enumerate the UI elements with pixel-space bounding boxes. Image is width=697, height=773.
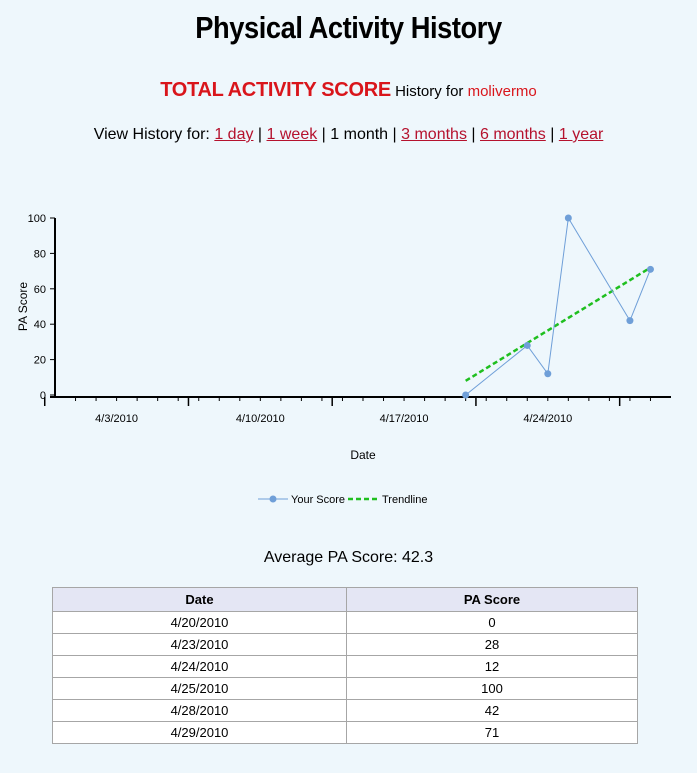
score-point xyxy=(544,370,552,378)
cell-pa-score: 12 xyxy=(346,655,638,678)
cell-pa-score: 71 xyxy=(346,721,638,744)
username: molivermo xyxy=(467,83,537,100)
x-axis-label: Date xyxy=(350,448,376,462)
y-tick-label: 60 xyxy=(34,284,46,296)
period-1-month: 1 month xyxy=(330,126,389,143)
activity-chart: 0 20 40 60 80 100 4/3/2010 4/10/2010 4/17/2010 4/… xyxy=(0,200,697,530)
legend-score-marker xyxy=(269,495,277,503)
trendline xyxy=(465,266,652,382)
table-header-row: Date PA Score xyxy=(52,587,638,612)
history-for-label: History for xyxy=(395,83,464,100)
cell-pa-score: 100 xyxy=(346,677,638,700)
cell-date: 4/25/2010 xyxy=(52,677,347,700)
table-row: 4/29/2010 71 xyxy=(52,721,638,744)
period-1-year[interactable]: 1 year xyxy=(558,126,604,143)
cell-date: 4/24/2010 xyxy=(52,655,347,678)
y-tick-label: 0 xyxy=(40,390,46,402)
score-point xyxy=(523,341,531,349)
cell-date: 4/28/2010 xyxy=(52,699,347,722)
period-1-day[interactable]: 1 day xyxy=(214,126,254,143)
cell-date: 4/20/2010 xyxy=(52,611,347,634)
period-6-months[interactable]: 6 months xyxy=(479,126,546,143)
period-separator: | xyxy=(253,126,267,143)
score-point xyxy=(462,391,470,399)
score-line xyxy=(465,216,651,396)
y-tick-label: 80 xyxy=(34,248,46,260)
legend-trend-label: Trendline xyxy=(382,494,427,506)
period-1-week[interactable]: 1 week xyxy=(266,126,318,143)
average-score: Average PA Score: 42.3 xyxy=(263,549,434,566)
cell-date: 4/29/2010 xyxy=(52,721,347,744)
x-tick-label: 4/10/2010 xyxy=(236,413,285,425)
score-table: Date PA Score 4/20/2010 0 4/23/2010 28 4/24/… xyxy=(52,587,638,744)
x-tick-label: 4/24/2010 xyxy=(523,413,572,425)
y-tick-label: 20 xyxy=(34,355,46,367)
period-selector: View History for: 1 day | 1 week | 1 mon… xyxy=(0,126,697,144)
column-header-pa-score: PA Score xyxy=(346,587,638,612)
activity-chart-svg: 0 20 40 60 80 100 4/3/2010 4/10/2010 4/17/2010 4/… xyxy=(16,213,671,506)
metric-label: TOTAL ACTIVITY SCORE xyxy=(160,79,391,101)
x-tick-label: 4/3/2010 xyxy=(95,413,138,425)
table-row: 4/25/2010 100 xyxy=(52,677,638,700)
period-separator: | xyxy=(317,126,331,143)
view-history-label: View History for: xyxy=(93,126,210,143)
x-tick-label: 4/17/2010 xyxy=(380,413,429,425)
score-point xyxy=(626,317,634,325)
score-point xyxy=(646,265,654,273)
column-header-date: Date xyxy=(52,587,347,612)
cell-pa-score: 42 xyxy=(346,699,638,722)
cell-date: 4/23/2010 xyxy=(52,633,347,656)
page-title: Physical Activity History xyxy=(195,10,502,45)
y-tick-label: 40 xyxy=(34,319,46,331)
score-point xyxy=(564,214,572,222)
table-row: 4/28/2010 42 xyxy=(52,699,638,722)
cell-pa-score: 0 xyxy=(346,611,638,634)
table-row: 4/23/2010 28 xyxy=(52,633,638,656)
cell-pa-score: 28 xyxy=(346,633,638,656)
y-tick-label: 100 xyxy=(28,213,46,225)
legend-score-label: Your Score xyxy=(291,494,345,506)
period-separator: | xyxy=(388,126,402,143)
period-separator: | xyxy=(466,126,480,143)
y-axis-label: PA Score xyxy=(16,282,30,331)
period-separator: | xyxy=(545,126,559,143)
period-3-months[interactable]: 3 months xyxy=(401,126,467,143)
table-row: 4/20/2010 0 xyxy=(52,611,638,634)
table-row: 4/24/2010 12 xyxy=(52,655,638,678)
chart-subtitle: TOTAL ACTIVITY SCORE History for moliver… xyxy=(0,79,697,102)
